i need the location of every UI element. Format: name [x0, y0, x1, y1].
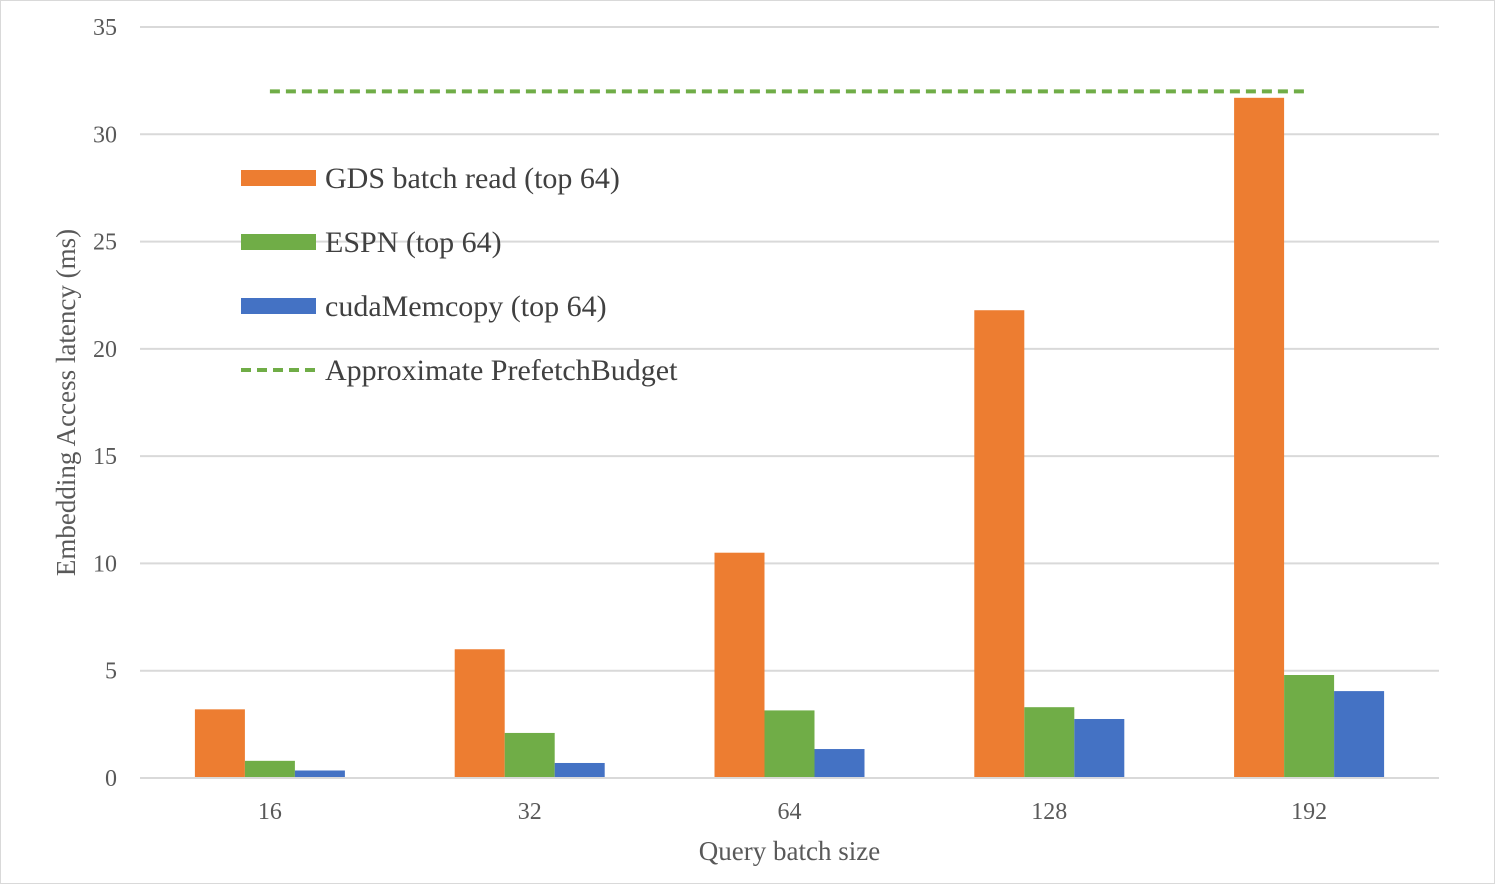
x-tick-label: 192 [1291, 799, 1327, 825]
x-tick-label: 128 [1031, 799, 1067, 825]
bar [1234, 97, 1285, 778]
legend-label: ESPN (top 64) [325, 226, 502, 259]
legend: GDS batch read (top 64) ESPN (top 64) cuda… [241, 162, 678, 387]
x-axis-title: Query batch size [699, 836, 880, 866]
gridlines [140, 26, 1439, 672]
y-tick-label: 30 [93, 122, 117, 148]
x-tick-label: 32 [518, 799, 542, 825]
bar [974, 310, 1025, 778]
y-axis-title: Embedding Access latency (ms) [51, 229, 81, 576]
legend-swatch [241, 298, 316, 314]
bar [1284, 675, 1335, 778]
x-tick-label: 64 [778, 799, 802, 825]
y-tick-label: 5 [105, 659, 117, 685]
legend-swatch [241, 234, 316, 250]
bar [554, 762, 605, 778]
bar [504, 732, 555, 778]
bars [194, 97, 1385, 778]
x-tick-label: 16 [258, 799, 282, 825]
legend-label: GDS batch read (top 64) [325, 162, 620, 195]
bar [244, 760, 295, 778]
bar [454, 649, 505, 778]
y-tick-label: 10 [93, 551, 117, 577]
bar [714, 552, 765, 778]
bar [294, 770, 345, 778]
bar [764, 710, 815, 778]
axes: 0 5 10 15 20 25 30 35 16 32 64 128 192 [93, 15, 1439, 825]
y-tick-label: 35 [93, 15, 117, 41]
bar [1334, 691, 1385, 778]
y-tick-label: 15 [93, 444, 117, 470]
legend-label: Approximate PrefetchBudget [325, 354, 678, 387]
y-tick-label: 20 [93, 337, 117, 363]
y-tick-label: 25 [93, 230, 117, 256]
legend-swatch [241, 170, 316, 186]
y-tick-label: 0 [105, 766, 117, 792]
legend-label: cudaMemcopy (top 64) [325, 290, 607, 323]
bar [194, 709, 245, 778]
bar [814, 749, 865, 778]
bar [1024, 707, 1075, 778]
bar [1074, 718, 1125, 778]
